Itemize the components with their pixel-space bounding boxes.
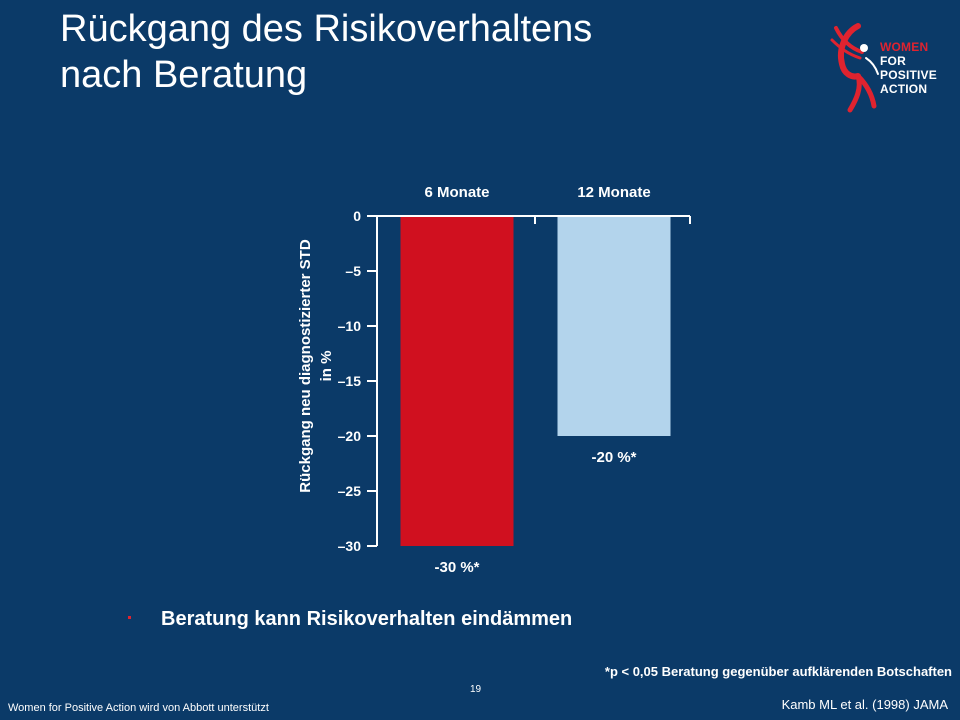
slide-title: Rückgang des Risikoverhaltens nach Berat… — [60, 6, 760, 98]
page-number: 19 — [470, 684, 482, 695]
bullet-dot — [128, 616, 131, 620]
women-for-positive-action-logo: WOMEN FOR POSITIVE ACTION — [828, 18, 948, 118]
logo-line-4: ACTION — [880, 82, 928, 96]
y-tick-label: 0 — [353, 208, 361, 224]
bar-6-monate — [400, 217, 514, 546]
title-line-1: Rückgang des Risikoverhaltens — [60, 8, 593, 50]
y-tick-label: –5 — [345, 263, 361, 279]
ribbon-figure-icon — [830, 23, 879, 113]
data-label: -20 %* — [591, 449, 636, 466]
logo-line-3: POSITIVE — [880, 68, 937, 82]
title-line-2: nach Beratung — [60, 54, 308, 96]
chart-labels: 6 Monate -30 %* 12 Monate -20 %* — [424, 184, 650, 576]
sponsor-note: Women for Positive Action wird von Abbot… — [8, 702, 269, 714]
y-tick-label: –30 — [338, 538, 362, 554]
y-axis-label-line-2: in % — [318, 351, 335, 382]
key-message-text: Beratung kann Risikoverhalten eindämmen — [161, 608, 573, 630]
y-axis-ticks: 0 –5 –10 –15 –20 –25 –30 — [338, 208, 691, 554]
logo-wordmark: WOMEN FOR POSITIVE ACTION — [880, 40, 937, 96]
y-axis-label-line-1: Rückgang neu diagnostizierter STD — [297, 239, 314, 493]
logo-line-1: WOMEN — [880, 40, 929, 54]
bar-12-monate — [557, 217, 671, 436]
key-message: Beratung kann Risikoverhalten eindämmen — [128, 608, 572, 631]
category-label: 12 Monate — [577, 184, 650, 201]
y-tick-label: –10 — [338, 318, 362, 334]
y-tick-label: –20 — [338, 428, 362, 444]
citation: Kamb ML et al. (1998) JAMA — [781, 697, 948, 712]
category-label: 6 Monate — [424, 184, 489, 201]
y-tick-label: –25 — [338, 483, 362, 499]
y-tick-label: –15 — [338, 373, 362, 389]
logo-line-2: FOR — [880, 54, 906, 68]
footnote: *p < 0,05 Beratung gegenüber aufklärende… — [604, 664, 952, 679]
bars — [400, 217, 671, 546]
data-label: -30 %* — [434, 559, 479, 576]
